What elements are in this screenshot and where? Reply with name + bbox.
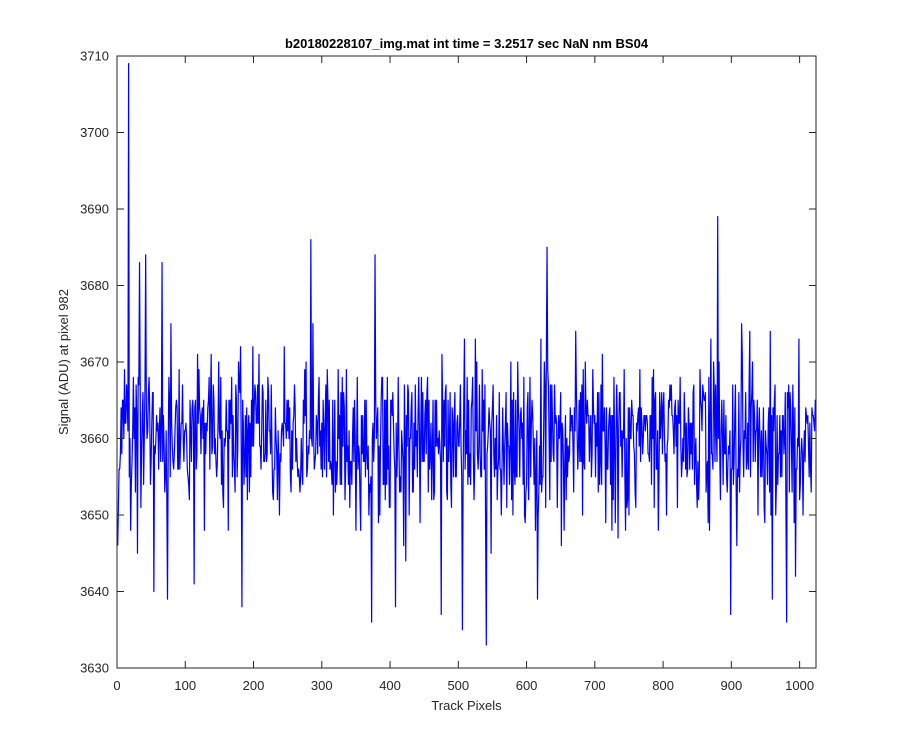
chart-title: b20180228107_img.mat int time = 3.2517 s…: [285, 36, 649, 51]
y-tick-label: 3700: [80, 125, 109, 140]
plot-area: [117, 56, 816, 668]
y-tick-label: 3690: [80, 202, 109, 217]
y-tick-label: 3650: [80, 508, 109, 523]
x-tick-label: 900: [721, 678, 743, 693]
y-tick-label: 3670: [80, 355, 109, 370]
x-tick-label: 300: [311, 678, 333, 693]
y-tick-label: 3640: [80, 584, 109, 599]
x-tick-label: 0: [113, 678, 120, 693]
series-line: [117, 63, 817, 646]
tick-layer: 0 100 200 300 400 500 600 700 800 900 1000 3630 3640…: [80, 49, 816, 693]
y-tick-label: 3710: [80, 49, 109, 64]
y-tick-label: 3630: [80, 661, 109, 676]
series-layer: [117, 63, 817, 646]
y-tick-label: 3680: [80, 278, 109, 293]
x-tick-label: 600: [516, 678, 538, 693]
x-tick-label: 400: [379, 678, 401, 693]
x-tick-label: 1000: [785, 678, 814, 693]
y-axis-label: Signal (ADU) at pixel 982: [56, 289, 71, 435]
x-tick-label: 800: [652, 678, 674, 693]
y-tick-label: 3660: [80, 431, 109, 446]
x-tick-label: 200: [243, 678, 265, 693]
x-tick-label: 500: [447, 678, 469, 693]
x-axis-label: Track Pixels: [431, 698, 502, 713]
x-tick-label: 100: [174, 678, 196, 693]
x-tick-label: 700: [584, 678, 606, 693]
